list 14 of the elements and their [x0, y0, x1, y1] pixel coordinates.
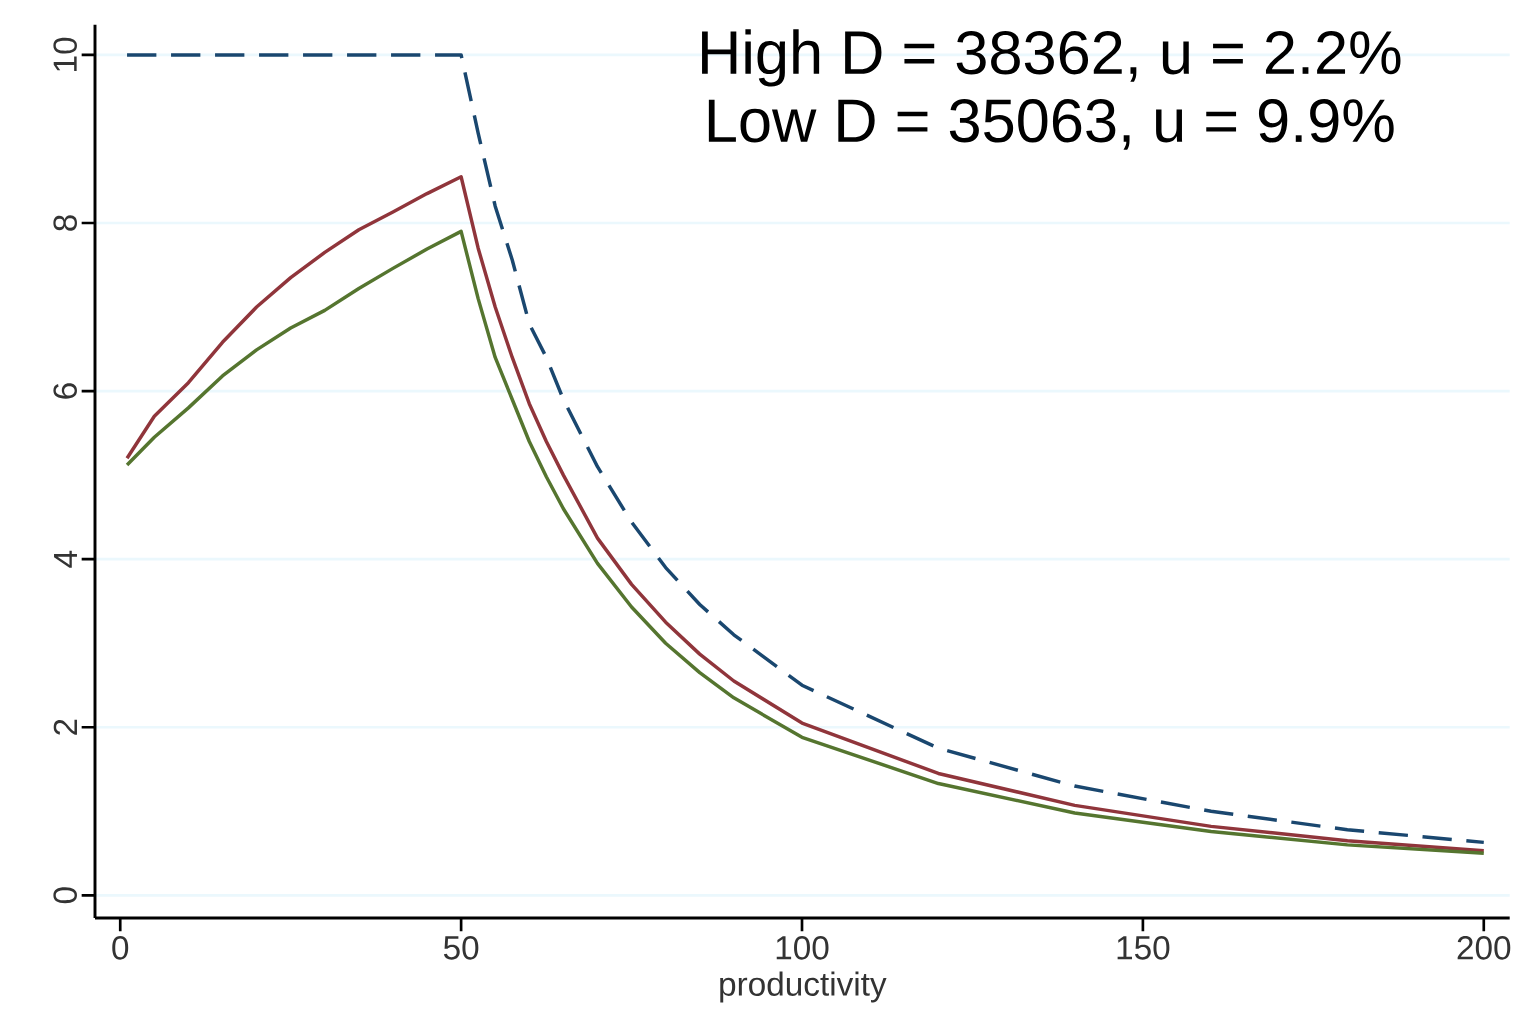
x-tick-label: 100 [776, 936, 829, 960]
x-tick-label: 150 [1117, 936, 1170, 960]
x-tick-label: 0 [112, 936, 129, 960]
y-tick-label: 0 [53, 887, 77, 904]
y-tick-label: 4 [54, 550, 77, 568]
annotation: High D = 38362, u = 2.2% [702, 29, 1401, 87]
x-tick-label: 50 [443, 936, 479, 960]
y-tick-label: 8 [53, 215, 77, 231]
x-axis-title: productivity [720, 971, 887, 1003]
y-tick-label: 6 [53, 383, 77, 399]
y-tick-label: 10 [53, 37, 77, 71]
annotation: Low D = 35063, u = 9.9% [708, 99, 1394, 150]
y-tick-label: 2 [53, 719, 77, 735]
x-tick-label: 200 [1457, 936, 1511, 960]
